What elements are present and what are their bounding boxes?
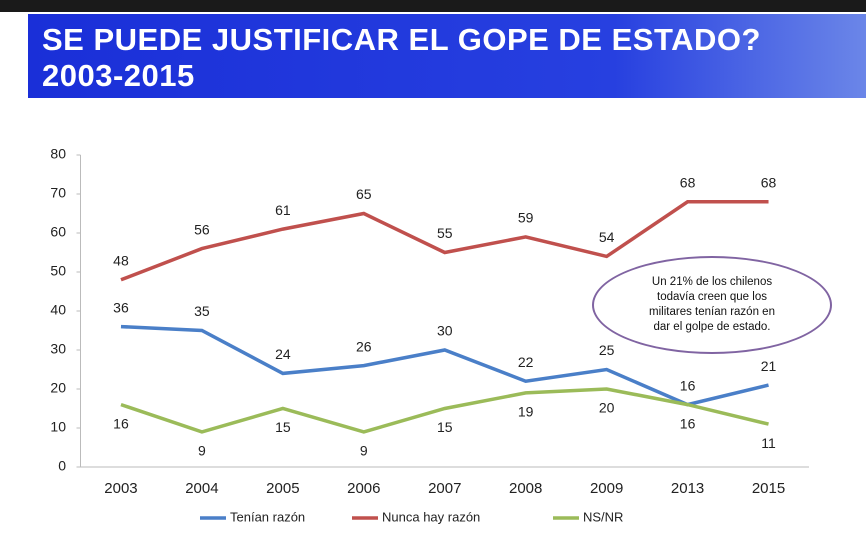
data-label: 68 (680, 175, 696, 191)
legend-label: NS/NR (583, 509, 623, 524)
data-label: 68 (761, 175, 777, 191)
y-tick-label: 40 (50, 302, 66, 318)
x-tick-label: 2004 (185, 480, 218, 497)
data-label: 24 (275, 346, 291, 362)
slide: SE PUEDE JUSTIFICAR EL GOPE DE ESTADO? 2… (0, 0, 866, 540)
data-label: 55 (437, 225, 453, 241)
y-tick-label: 0 (58, 458, 66, 474)
data-label: 9 (360, 443, 368, 459)
data-label: 15 (275, 419, 291, 435)
y-tick-label: 10 (50, 419, 66, 435)
data-label: 26 (356, 338, 372, 354)
data-label: 25 (599, 342, 615, 358)
x-tick-label: 2006 (347, 480, 380, 497)
data-label: 48 (113, 253, 129, 269)
data-label: 56 (194, 221, 210, 237)
legend-label: Nunca hay razón (382, 509, 480, 524)
legend-label: Tenían razón (230, 509, 305, 524)
data-label: 30 (437, 323, 453, 339)
data-label: 19 (518, 404, 534, 420)
data-label: 20 (599, 400, 615, 416)
x-tick-label: 2009 (590, 480, 623, 497)
annotation: Un 21% de los chilenos todavía creen que… (592, 256, 832, 354)
data-label: 11 (761, 435, 776, 451)
data-label: 21 (761, 358, 777, 374)
data-label: 54 (599, 229, 615, 245)
data-label: 22 (518, 354, 534, 370)
data-label: 59 (518, 210, 534, 226)
x-tick-label: 2005 (266, 480, 299, 497)
y-tick-label: 20 (50, 380, 66, 396)
data-label: 15 (437, 419, 453, 435)
x-tick-label: 2007 (428, 480, 461, 497)
data-label: 9 (198, 443, 206, 459)
y-tick-label: 60 (50, 224, 66, 240)
data-label: 35 (194, 303, 210, 319)
data-label: 16 (680, 415, 696, 431)
data-label: 65 (356, 186, 372, 202)
data-label: 16 (680, 377, 696, 393)
x-tick-label: 2013 (671, 480, 704, 497)
data-label: 36 (113, 299, 129, 315)
x-tick-label: 2015 (752, 480, 785, 497)
y-tick-label: 30 (50, 341, 66, 357)
y-tick-label: 70 (50, 185, 66, 201)
data-label: 16 (113, 415, 129, 431)
x-tick-label: 2008 (509, 480, 542, 497)
data-label: 61 (275, 202, 291, 218)
y-tick-label: 50 (50, 263, 66, 279)
y-tick-label: 80 (50, 146, 66, 162)
x-tick-label: 2003 (104, 480, 137, 497)
